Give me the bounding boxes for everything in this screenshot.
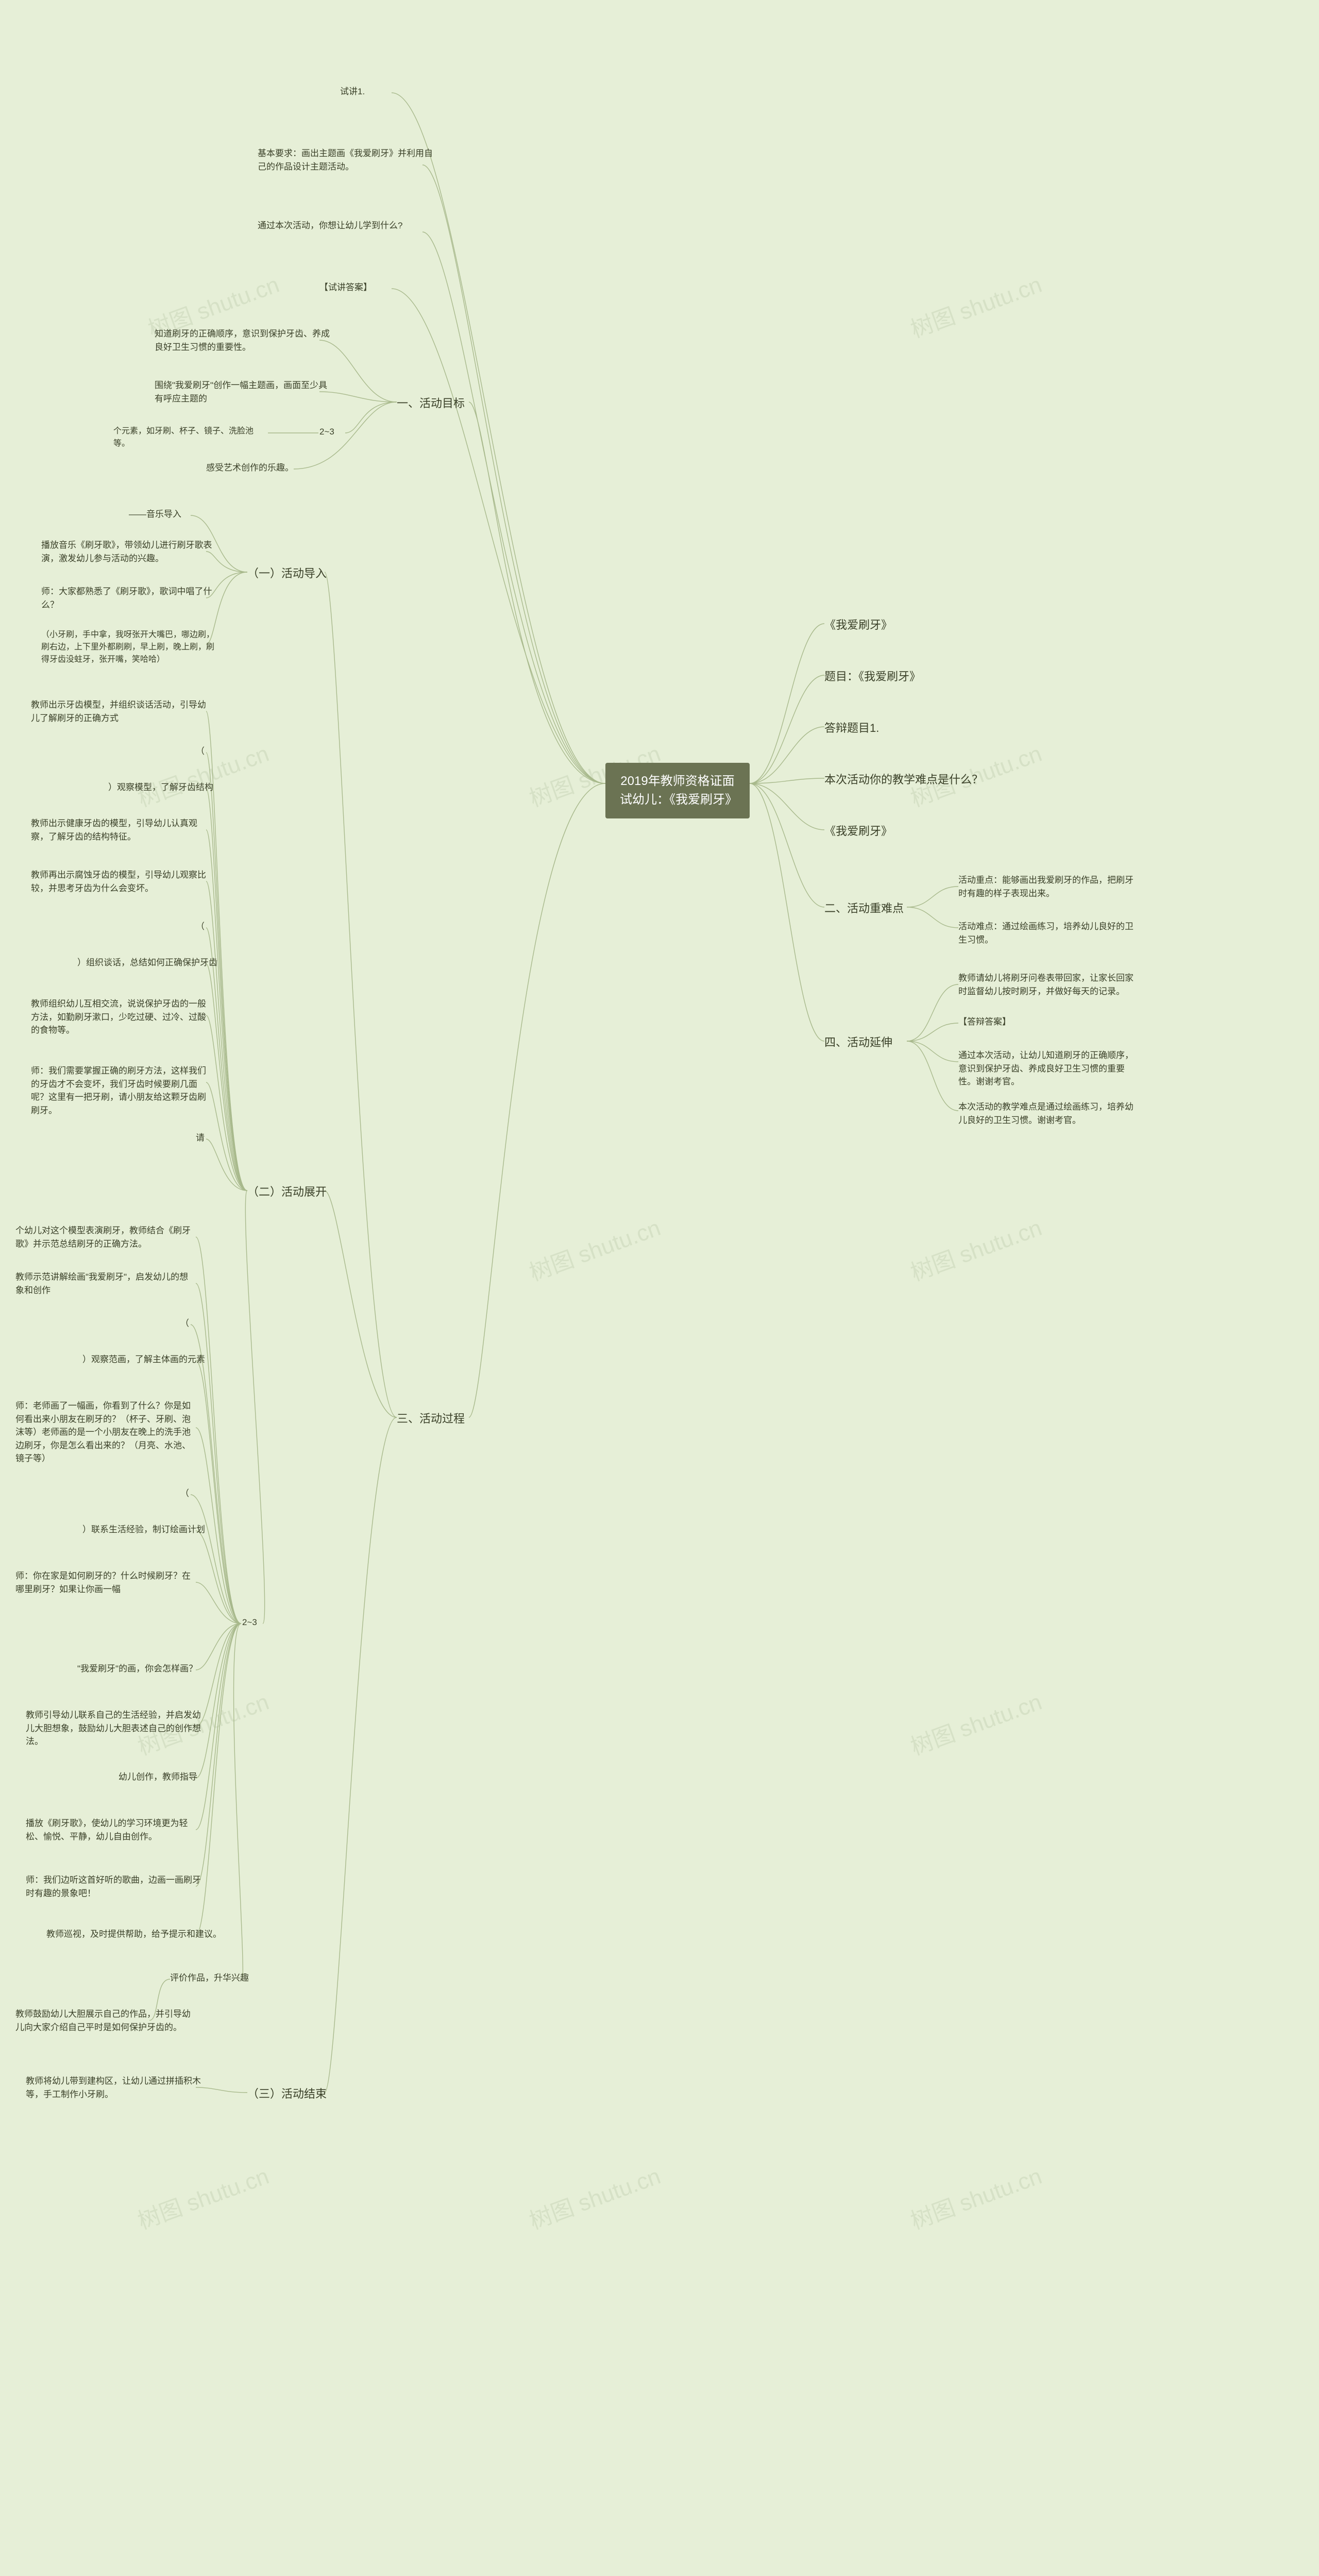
- leaf: "我爱刷牙"的画，你会怎样画？: [77, 1662, 197, 1676]
- leaf: 师：老师画了一幅画，你看到了什么？你是如何看出来小朋友在刷牙的？（杯子、牙刷、泡…: [15, 1399, 191, 1465]
- watermark: 树图 shutu.cn: [905, 1683, 1045, 1761]
- leaf: 播放音乐《刷牙歌》，带领幼儿进行刷牙歌表演，激发幼儿参与活动的兴趣。: [41, 539, 216, 565]
- leaf: 师：你在家是如何刷牙的？什么时候刷牙？在哪里刷牙？如果让你画一幅: [15, 1569, 191, 1596]
- leaf: 教师出示健康牙齿的模型，引导幼儿认真观察，了解牙齿的结构特征。: [31, 817, 206, 843]
- leaf: ——音乐导入: [129, 508, 181, 521]
- leaf: 教师示范讲解绘画"我爱刷牙"，启发幼儿的想象和创作: [15, 1270, 191, 1297]
- leaf: 教师巡视，及时提供帮助，给予提示和建议。: [46, 1928, 222, 1941]
- center-title: 2019年教师资格证面试幼儿：《我爱刷牙》: [605, 763, 750, 818]
- leaf: 师：我们需要掌握正确的刷牙方法，这样我们的牙齿才不会变坏，我们牙齿时候要刷几面呢…: [31, 1064, 206, 1117]
- leaf: （: [180, 1487, 189, 1500]
- leaf: 教师引导幼儿联系自己的生活经验，并启发幼儿大胆想象，鼓励幼儿大胆表述自己的创作想…: [26, 1709, 201, 1748]
- leaf: 活动难点：通过绘画练习，培养幼儿良好的卫生习惯。: [958, 920, 1134, 946]
- sub-label: 评价作品，升华兴趣: [170, 1971, 249, 1985]
- leaf: 个幼儿对这个模型表演刷牙，教师结合《刷牙歌》并示范总结刷牙的正确方法。: [15, 1224, 191, 1250]
- leaf: 本次活动的教学难点是通过绘画练习，培养幼儿良好的卫生习惯。谢谢考官。: [958, 1100, 1134, 1127]
- leaf: （: [180, 1317, 189, 1330]
- branch-goal: 一、活动目标: [397, 394, 465, 411]
- leaf: 知道刷牙的正确顺序，意识到保护牙齿、养成良好卫生习惯的重要性。: [155, 327, 330, 354]
- leaf: 通过本次活动，你想让幼儿学到什么?: [258, 219, 402, 232]
- leaf: 基本要求：画出主题画《我爱刷牙》并利用自己的作品设计主题活动。: [258, 147, 433, 173]
- sub-label: 2~3: [319, 425, 334, 439]
- leaf: 师：我们边听这首好听的歌曲，边画一画刷牙时有趣的景象吧！: [26, 1874, 201, 1900]
- leaf: 试讲1.: [340, 85, 365, 98]
- watermark: 树图 shutu.cn: [905, 266, 1045, 344]
- right-branch: 《我爱刷牙》: [824, 822, 892, 839]
- leaf: 活动重点：能够画出我爱刷牙的作品，把刷牙时有趣的样子表现出来。: [958, 874, 1134, 900]
- right-branch: 《我爱刷牙》: [824, 616, 892, 632]
- watermark: 树图 shutu.cn: [524, 2157, 664, 2235]
- leaf: 通过本次活动，让幼儿知道刷牙的正确顺序，意识到保护牙齿、养成良好卫生习惯的重要性…: [958, 1049, 1134, 1089]
- right-branch: 题目：《我爱刷牙》: [824, 667, 921, 684]
- leaf: 教师将幼儿带到建构区，让幼儿通过拼插积木等，手工制作小牙刷。: [26, 2075, 201, 2101]
- branch-process: 三、活动过程: [397, 1410, 465, 1426]
- leaf: 【试讲答案】: [319, 281, 372, 294]
- watermark: 树图 shutu.cn: [905, 2157, 1045, 2235]
- leaf: 师：大家都熟悉了《刷牙歌》，歌词中唱了什么？: [41, 585, 216, 611]
- leaf: ）观察模型，了解牙齿结构: [108, 781, 213, 794]
- leaf: ）观察范画，了解主体画的元素: [82, 1353, 205, 1366]
- leaf: ）联系生活经验，制订绘画计划: [82, 1523, 205, 1536]
- leaf: 教师出示牙齿模型，并组织谈话活动，引导幼儿了解刷牙的正确方式: [31, 698, 206, 725]
- sub-expand: （二）活动展开: [247, 1183, 327, 1199]
- right-branch: 四、活动延伸: [824, 1033, 892, 1050]
- right-branch: 本次活动你的教学难点是什么？: [824, 771, 983, 787]
- leaf: 播放《刷牙歌》，使幼儿的学习环境更为轻松、愉悦、平静，幼儿自由创作。: [26, 1817, 201, 1843]
- sub-label: 2~3: [242, 1616, 257, 1629]
- leaf: 请: [196, 1131, 205, 1145]
- leaf: 【答辩答案】: [958, 1015, 1011, 1029]
- sub-end: （三）活动结束: [247, 2085, 327, 2101]
- watermark: 树图 shutu.cn: [524, 1209, 664, 1287]
- leaf: 教师再出示腐蚀牙齿的模型，引导幼儿观察比较，并思考牙齿为什么会变坏。: [31, 868, 206, 895]
- sub-intro: （一）活动导入: [247, 564, 327, 581]
- leaf: 围绕"我爱刷牙"创作一幅主题画，画面至少具有呼应主题的: [155, 379, 330, 405]
- leaf: 感受艺术创作的乐趣。: [206, 461, 294, 475]
- leaf: 幼儿创作，教师指导: [119, 1770, 197, 1784]
- leaf: （小牙刷，手中拿，我呀张开大嘴巴，哪边刷，刷右边，上下里外都刷刷，早上刷，晚上刷…: [41, 629, 216, 666]
- leaf: 教师请幼儿将刷牙问卷表带回家，让家长回家时监督幼儿按时刷牙，并做好每天的记录。: [958, 972, 1134, 998]
- watermark: 树图 shutu.cn: [132, 2157, 273, 2235]
- leaf: 个元素，如牙刷、杯子、镜子、洗脸池等。: [113, 425, 268, 450]
- right-branch: 二、活动重难点: [824, 899, 904, 916]
- watermark: 树图 shutu.cn: [905, 1209, 1045, 1287]
- leaf: 教师组织幼儿互相交流，说说保护牙齿的一般方法，如勤刷牙漱口，少吃过硬、过冷、过酸…: [31, 997, 206, 1037]
- right-branch: 答辩题目1.: [824, 719, 879, 735]
- leaf: 教师鼓励幼儿大胆展示自己的作品，并引导幼儿向大家介绍自己平时是如何保护牙齿的。: [15, 2008, 191, 2034]
- leaf: （: [196, 920, 205, 933]
- leaf: （: [196, 745, 205, 758]
- leaf: ）组织谈话，总结如何正确保护牙齿: [77, 956, 217, 969]
